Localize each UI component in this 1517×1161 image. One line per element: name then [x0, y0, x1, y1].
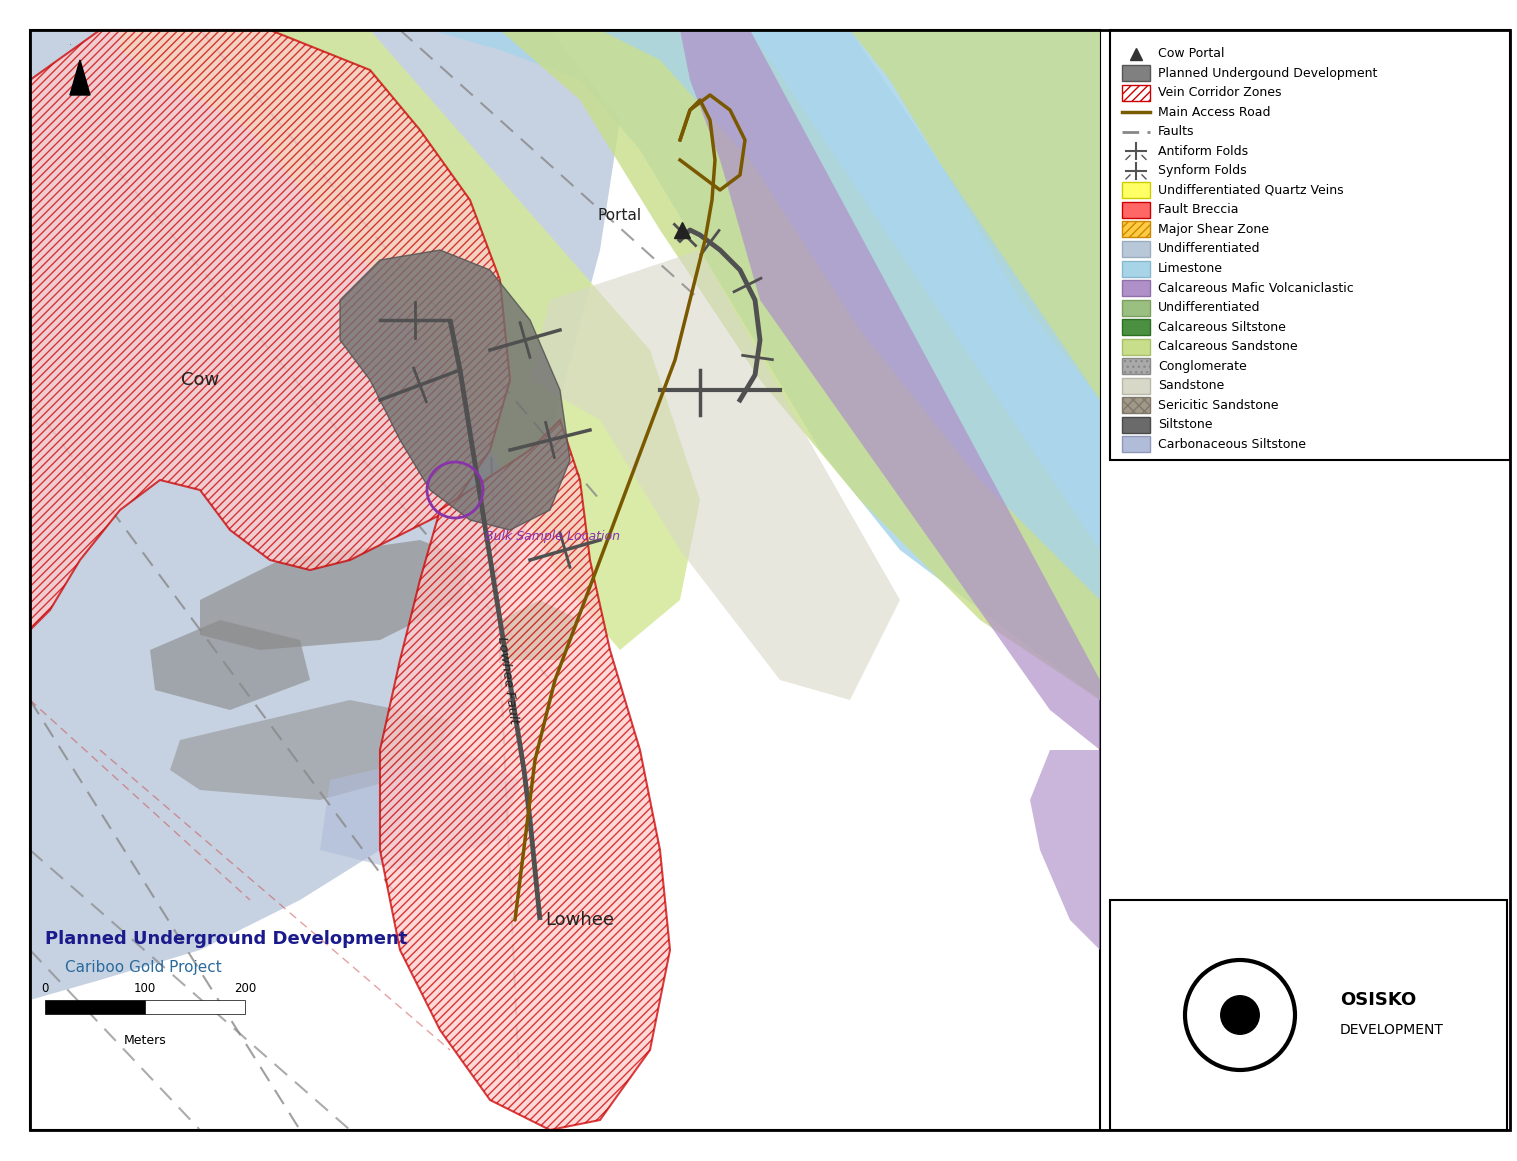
Polygon shape — [120, 30, 699, 650]
Text: Sericitic Sandstone: Sericitic Sandstone — [1157, 398, 1279, 412]
Text: Calcareous Siltstone: Calcareous Siltstone — [1157, 320, 1286, 333]
Polygon shape — [70, 60, 90, 95]
Bar — [1123, 182, 1150, 199]
Text: Carbonaceous Siltstone: Carbonaceous Siltstone — [1157, 438, 1306, 450]
Bar — [46, 1000, 146, 1014]
Text: Undifferentiated: Undifferentiated — [1157, 243, 1261, 255]
Text: Antiform Folds: Antiform Folds — [1157, 145, 1248, 158]
Text: Lowhee: Lowhee — [546, 911, 614, 929]
Text: Bulk Sample Location: Bulk Sample Location — [485, 531, 620, 543]
Bar — [1123, 280, 1150, 296]
Bar — [1123, 397, 1150, 413]
Text: Meters: Meters — [123, 1034, 167, 1047]
Text: DEVELOPMENT: DEVELOPMENT — [1340, 1023, 1444, 1037]
Polygon shape — [340, 250, 570, 531]
Text: Cow: Cow — [181, 372, 218, 389]
Bar — [1110, 30, 1509, 460]
Bar — [1123, 319, 1150, 336]
Bar — [146, 1000, 246, 1014]
Text: OSISKO: OSISKO — [1340, 991, 1417, 1009]
Text: Limestone: Limestone — [1157, 262, 1223, 275]
Text: 100: 100 — [133, 982, 156, 995]
Bar — [1123, 85, 1150, 101]
Text: 0: 0 — [41, 982, 49, 995]
Text: Undifferentiated: Undifferentiated — [1157, 301, 1261, 315]
Text: Planned Underground Development: Planned Underground Development — [46, 930, 408, 949]
Text: Fault Breccia: Fault Breccia — [1157, 203, 1238, 216]
Polygon shape — [601, 30, 1100, 600]
Bar — [1123, 339, 1150, 354]
Polygon shape — [320, 750, 520, 870]
Text: Calcareous Sandstone: Calcareous Sandstone — [1157, 340, 1297, 353]
Text: Portal: Portal — [598, 208, 642, 223]
Text: Major Shear Zone: Major Shear Zone — [1157, 223, 1270, 236]
Text: Cow Portal: Cow Portal — [1157, 48, 1224, 60]
Bar — [1123, 241, 1150, 257]
Polygon shape — [501, 30, 1100, 700]
Polygon shape — [529, 250, 900, 700]
Bar — [1123, 417, 1150, 433]
Polygon shape — [1030, 750, 1100, 950]
Polygon shape — [30, 30, 510, 630]
Polygon shape — [501, 600, 579, 659]
Bar — [30, 30, 1100, 1130]
Polygon shape — [429, 30, 1100, 700]
Text: Calcareous Mafic Volcaniclastic: Calcareous Mafic Volcaniclastic — [1157, 282, 1353, 295]
Text: Faults: Faults — [1157, 125, 1194, 138]
Text: Siltstone: Siltstone — [1157, 418, 1212, 431]
Text: Synform Folds: Synform Folds — [1157, 165, 1247, 178]
Text: Cariboo Gold Project: Cariboo Gold Project — [65, 960, 221, 975]
Circle shape — [1221, 996, 1259, 1034]
Bar — [1123, 260, 1150, 276]
Polygon shape — [150, 620, 309, 711]
Bar — [1123, 358, 1150, 374]
Polygon shape — [680, 30, 1100, 750]
Bar — [1110, 900, 1506, 1130]
Text: Main Access Road: Main Access Road — [1157, 106, 1271, 118]
Polygon shape — [30, 30, 620, 1000]
Text: Sandstone: Sandstone — [1157, 380, 1224, 392]
Text: Conglomerate: Conglomerate — [1157, 360, 1247, 373]
Text: Vein Corridor Zones: Vein Corridor Zones — [1157, 86, 1282, 100]
Polygon shape — [379, 420, 671, 1130]
Bar — [1123, 65, 1150, 81]
Text: Planned Undergound Development: Planned Undergound Development — [1157, 67, 1377, 80]
Bar — [1123, 437, 1150, 453]
Polygon shape — [170, 700, 451, 800]
Bar — [1123, 300, 1150, 316]
Polygon shape — [850, 30, 1100, 401]
Text: 200: 200 — [234, 982, 256, 995]
Text: Undifferentiated Quartz Veins: Undifferentiated Quartz Veins — [1157, 183, 1344, 197]
Polygon shape — [200, 540, 470, 650]
Bar — [1123, 202, 1150, 218]
Bar — [1123, 222, 1150, 238]
Bar — [1123, 377, 1150, 394]
Text: Lowhee Fault: Lowhee Fault — [496, 635, 520, 724]
